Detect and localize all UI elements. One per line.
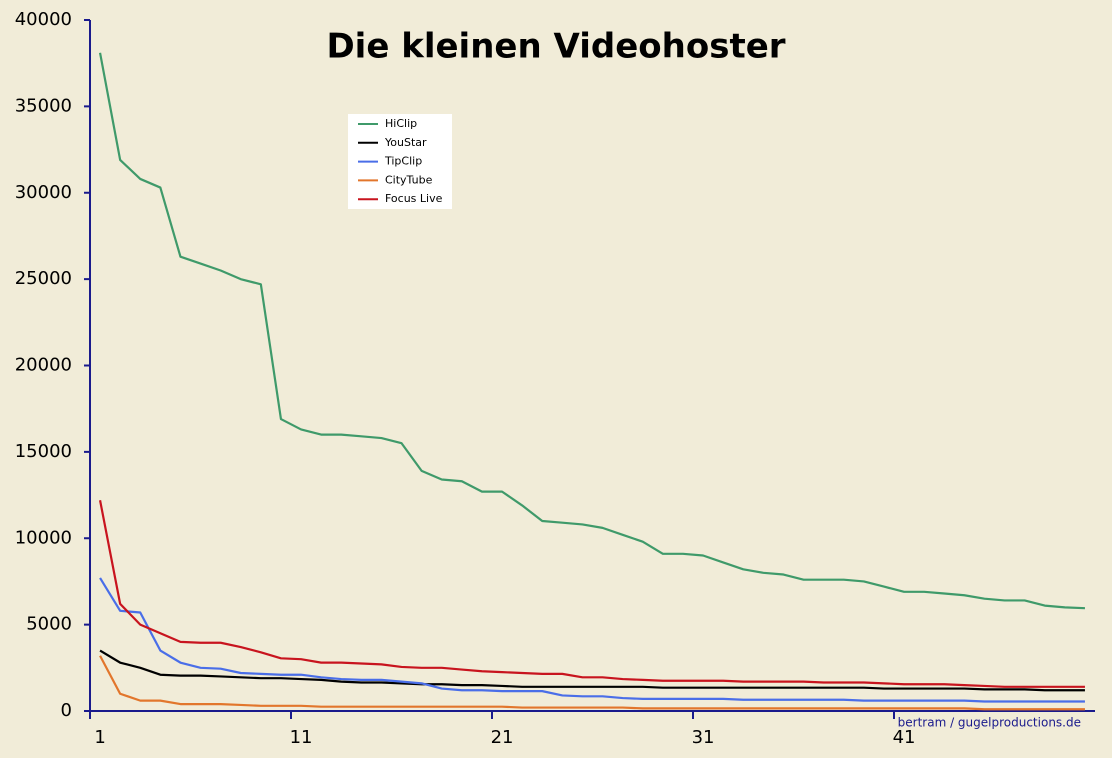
series-line <box>99 655 1085 711</box>
legend-label: HiClip <box>385 117 417 130</box>
legend-label: YouStar <box>384 136 427 149</box>
x-tick-label: 1 <box>94 727 105 748</box>
series-line <box>98 52 1085 610</box>
series-line <box>99 649 1085 692</box>
x-tick-label: 41 <box>893 727 916 748</box>
annotation: bertram / gugelproductions.de <box>898 716 1081 730</box>
y-tick-label: 5000 <box>26 614 72 635</box>
y-tick-label: 35000 <box>15 95 72 116</box>
x-tick-label: 11 <box>290 727 313 748</box>
y-tick-label: 10000 <box>15 527 72 548</box>
y-tick-label: 25000 <box>15 268 72 289</box>
x-tick-label: 31 <box>692 727 715 748</box>
chart-title: Die kleinen Videohoster <box>326 27 785 67</box>
legend-label: CityTube <box>385 173 433 186</box>
y-tick-label: 15000 <box>15 441 72 462</box>
legend-label: TipClip <box>384 155 422 168</box>
y-tick-label: 0 <box>61 700 72 721</box>
y-tick-label: 30000 <box>15 182 72 203</box>
y-tick-label: 40000 <box>15 9 72 30</box>
x-tick-label: 21 <box>491 727 514 748</box>
legend-label: Focus Live <box>385 192 443 205</box>
series-line <box>99 577 1085 703</box>
series-line <box>98 500 1085 688</box>
y-tick-label: 20000 <box>15 355 72 376</box>
